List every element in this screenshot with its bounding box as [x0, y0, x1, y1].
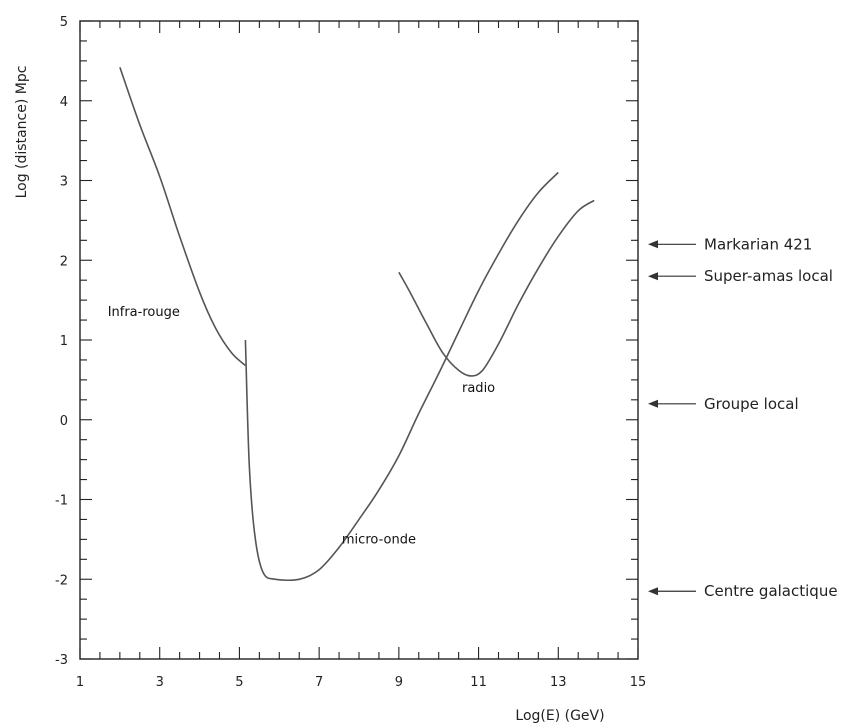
reference-label: Centre galactique: [704, 582, 838, 600]
curve-radio: [398, 199, 595, 377]
reference-label: Super-amas local: [704, 267, 833, 285]
x-tick-label: 1: [76, 675, 84, 690]
y-tick-label: 3: [60, 175, 68, 190]
y-tick-label: -2: [55, 573, 68, 588]
reference-label: Groupe local: [704, 395, 799, 413]
x-tick-label: 15: [630, 675, 647, 690]
x-axis-title: Log(E) (GeV): [515, 708, 604, 724]
curves: [119, 67, 595, 582]
x-tick-label: 7: [315, 675, 323, 690]
tick-marks: [79, 20, 639, 660]
y-tick-label: -3: [55, 653, 68, 668]
y-tick-label: 4: [60, 95, 68, 110]
curve-micro-onde: [244, 171, 559, 582]
y-tick-label: 2: [60, 254, 68, 269]
x-tick-label: 11: [470, 675, 487, 690]
y-tick-label: -1: [55, 494, 68, 509]
y-tick-label: 0: [60, 414, 68, 429]
curve-label: radio: [462, 381, 495, 396]
reference-marks: Markarian 421 Super-amas local Groupe loca…: [648, 235, 838, 600]
curve-infra-rouge: [119, 67, 246, 367]
x-tick-label: 13: [550, 675, 567, 690]
x-tick-label: 3: [156, 675, 164, 690]
curve-labels: Infra-rouge radio micro-onde: [108, 305, 495, 547]
plot-frame: [79, 20, 639, 660]
reference-arrowhead: [648, 240, 658, 249]
y-tick-label: 5: [60, 15, 68, 30]
reference-arrowhead: [648, 587, 658, 596]
x-tick-label: 9: [395, 675, 403, 690]
reference-label: Markarian 421: [704, 235, 812, 253]
reference-arrowhead: [648, 399, 658, 408]
x-tick-label: 5: [235, 675, 243, 690]
y-axis-title: Log (distance) Mpc: [14, 66, 30, 199]
y-tick-label: 1: [60, 334, 68, 349]
curve-label: Infra-rouge: [108, 305, 180, 320]
reference-arrowhead: [648, 272, 658, 281]
curve-label: micro-onde: [342, 532, 416, 547]
